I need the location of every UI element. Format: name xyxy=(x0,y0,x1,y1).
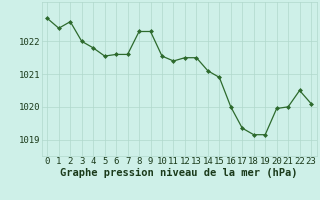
X-axis label: Graphe pression niveau de la mer (hPa): Graphe pression niveau de la mer (hPa) xyxy=(60,168,298,178)
